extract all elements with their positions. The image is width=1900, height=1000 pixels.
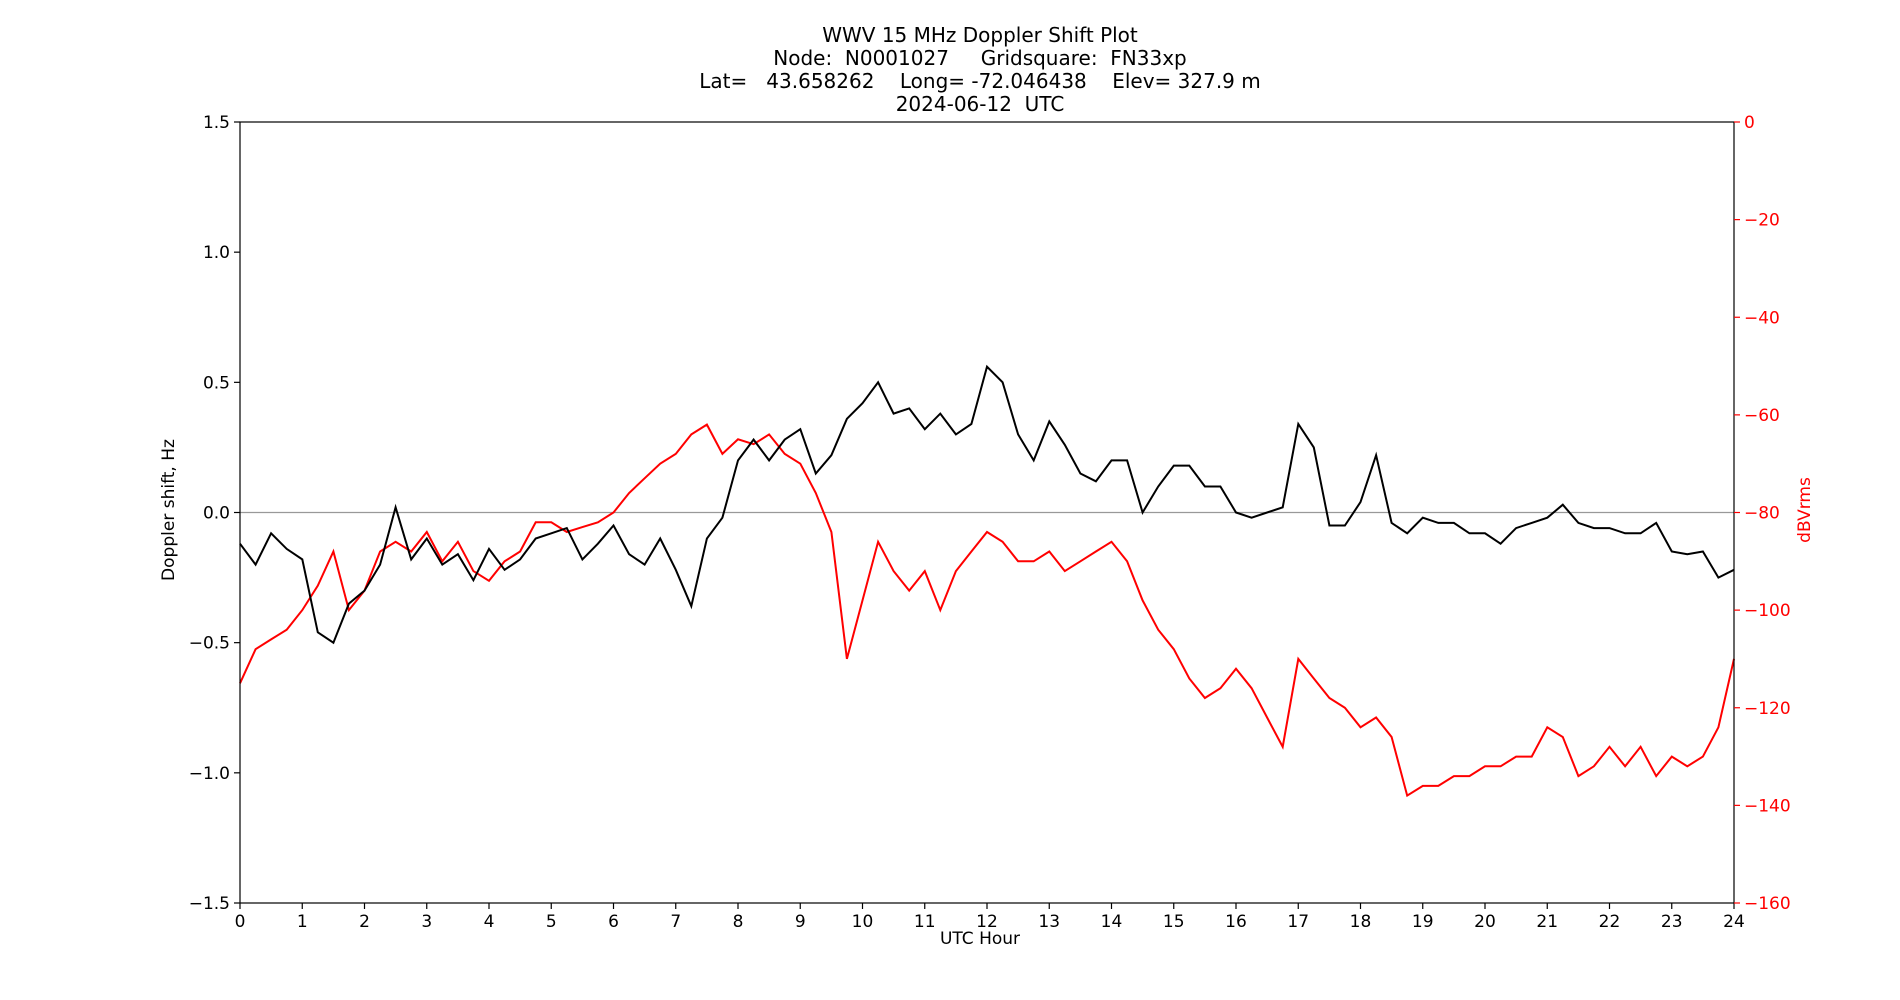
x-tick-label: 6 bbox=[608, 912, 619, 932]
y-right-tick-label: −80 bbox=[1744, 504, 1780, 524]
y-left-tick-label: 0.5 bbox=[203, 373, 230, 393]
y-right-tick-label: −120 bbox=[1744, 699, 1791, 719]
x-tick-label: 20 bbox=[1474, 912, 1496, 932]
chart-title: WWV 15 MHz Doppler Shift Plot Node: N000… bbox=[699, 23, 1261, 116]
y-right-tick-label: −160 bbox=[1744, 894, 1791, 914]
title-line-2: Node: N0001027 Gridsquare: FN33xp bbox=[773, 46, 1186, 70]
y-right-tick-label: −60 bbox=[1744, 406, 1780, 426]
x-tick-label: 18 bbox=[1350, 912, 1372, 932]
x-tick-label: 17 bbox=[1287, 912, 1309, 932]
x-axis: 0 1 2 3 4 5 6 7 8 9 10 11 12 13 14 15 16 17 18 19 20 21 22 23 24 bbox=[235, 903, 1745, 932]
y-right-tick-label: −100 bbox=[1744, 601, 1791, 621]
series-line-doppler bbox=[239, 364, 1735, 645]
title-line-3: Lat= 43.658262 Long= -72.046438 Elev= 32… bbox=[699, 69, 1261, 93]
y-right-tick-label: −40 bbox=[1744, 308, 1780, 328]
title-line-4: 2024-06-12 UTC bbox=[896, 92, 1065, 116]
x-tick-label: 16 bbox=[1225, 912, 1247, 932]
x-tick-label: 24 bbox=[1723, 912, 1745, 932]
x-tick-label: 22 bbox=[1599, 912, 1621, 932]
y-left-tick-label: 0.0 bbox=[203, 504, 230, 524]
x-tick-label: 5 bbox=[546, 912, 557, 932]
series-line-power bbox=[239, 423, 1735, 798]
x-tick-label: 13 bbox=[1038, 912, 1060, 932]
x-axis-label: UTC Hour bbox=[940, 929, 1020, 949]
x-tick-label: 4 bbox=[484, 912, 495, 932]
title-line-1: WWV 15 MHz Doppler Shift Plot bbox=[822, 23, 1138, 47]
y-axis-left: −1.5 −1.0 −0.5 0.0 0.5 1.0 1.5 bbox=[189, 113, 240, 914]
x-tick-label: 19 bbox=[1412, 912, 1434, 932]
y-right-tick-label: −140 bbox=[1744, 796, 1791, 816]
x-tick-label: 23 bbox=[1661, 912, 1683, 932]
x-tick-label: 11 bbox=[914, 912, 936, 932]
y-left-tick-label: −1.0 bbox=[189, 764, 230, 784]
x-tick-label: 8 bbox=[733, 912, 744, 932]
x-tick-label: 1 bbox=[297, 912, 308, 932]
x-tick-label: 7 bbox=[670, 912, 681, 932]
x-tick-label: 12 bbox=[976, 912, 998, 932]
x-tick-label: 9 bbox=[795, 912, 806, 932]
plot-area bbox=[239, 364, 1735, 798]
y-right-tick-label: 0 bbox=[1744, 113, 1755, 133]
x-tick-label: 3 bbox=[421, 912, 432, 932]
y-left-tick-label: 1.0 bbox=[203, 243, 230, 263]
y-left-tick-label: −1.5 bbox=[189, 894, 230, 914]
y-left-tick-label: −0.5 bbox=[189, 634, 230, 654]
x-tick-label: 21 bbox=[1536, 912, 1558, 932]
x-tick-label: 14 bbox=[1101, 912, 1123, 932]
y-axis-right: −160 −140 −120 −100 −80 −60 −40 −20 0 bbox=[1734, 113, 1791, 914]
y-left-tick-label: 1.5 bbox=[203, 113, 230, 133]
x-tick-label: 10 bbox=[852, 912, 874, 932]
y-right-tick-label: −20 bbox=[1744, 211, 1780, 231]
y-axis-right-label: dBVrms bbox=[1795, 477, 1815, 543]
y-axis-left-label: Doppler shift, Hz bbox=[159, 439, 179, 581]
x-tick-label: 15 bbox=[1163, 912, 1185, 932]
x-tick-label: 2 bbox=[359, 912, 370, 932]
x-tick-label: 0 bbox=[235, 912, 246, 932]
